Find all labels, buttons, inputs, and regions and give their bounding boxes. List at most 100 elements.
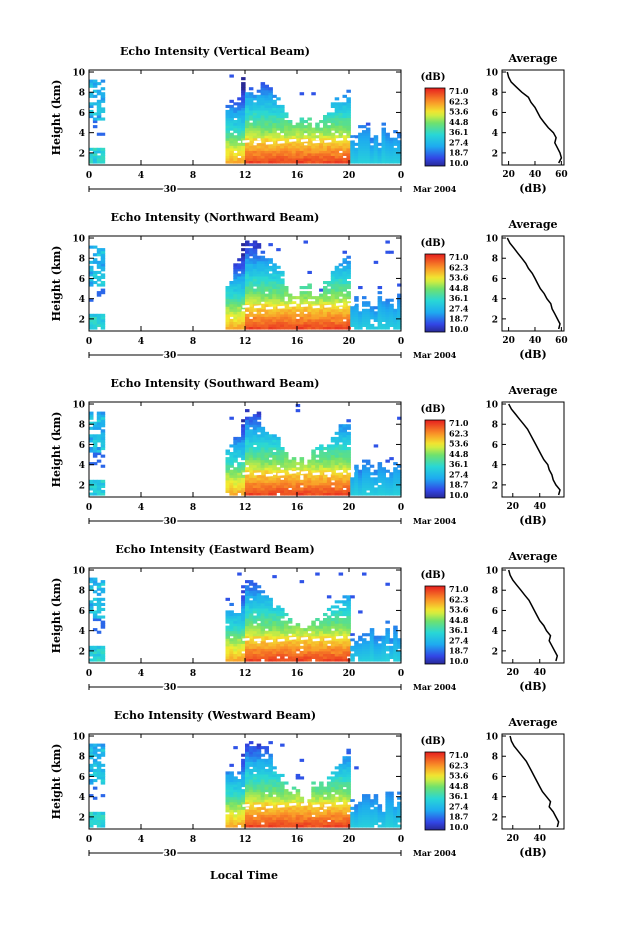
heatmap-cell [237, 615, 242, 619]
heatmap-cell [229, 323, 234, 327]
heatmap-cell [377, 150, 383, 154]
heatmap-cell [100, 431, 106, 435]
heatmap-cell [326, 311, 332, 315]
heatmap-cell [252, 107, 258, 111]
heatmap-cell [268, 794, 273, 798]
heatmap-cell [245, 786, 250, 790]
x-tick-label: 8 [190, 835, 196, 845]
heatmap-cell [276, 618, 281, 622]
heatmap-cell [377, 479, 383, 483]
heatmap-cell [233, 308, 238, 312]
heatmap-cell [268, 779, 273, 783]
heatmap-cell [241, 600, 246, 604]
heatmap-cell [276, 819, 281, 823]
heatmap-cell [280, 650, 285, 654]
heatmap-cell [369, 640, 375, 644]
heatmap-cell [264, 794, 269, 798]
heatmap-cell [280, 298, 285, 302]
heatmap-cell [245, 439, 250, 443]
heatmap-cell [276, 150, 281, 154]
heatmap-cell [272, 618, 277, 622]
heatmap-cell [323, 301, 328, 305]
heatmap-cell [89, 439, 94, 443]
heatmap-cell [373, 794, 379, 798]
heatmap-cell [389, 816, 394, 820]
heatmap-cell [326, 809, 332, 813]
heatmap-cell [342, 607, 347, 611]
heatmap-cell [268, 625, 273, 629]
heatmap-cell [373, 157, 379, 161]
heatmap-cell [381, 811, 386, 815]
heatmap-cell [362, 147, 367, 151]
heatmap-cell [237, 816, 242, 820]
colorbar-unit: (dB) [421, 570, 446, 581]
heatmap-cell [330, 477, 336, 481]
heatmap-cell [252, 746, 258, 750]
heatmap-cell [311, 811, 316, 815]
heatmap-cell [311, 467, 316, 471]
heatmap-cell [330, 821, 336, 825]
heatmap-cell [92, 811, 98, 815]
average-profile-line [506, 237, 561, 330]
heatmap-cell [264, 311, 269, 315]
heatmap-cell [373, 648, 379, 652]
heatmap-cell [291, 160, 297, 164]
heatmap-cell [307, 814, 312, 818]
heatmap-cell [248, 102, 254, 106]
heatmap-cell [245, 474, 250, 478]
heatmap-cell [393, 152, 398, 156]
heatmap-cell [256, 585, 262, 589]
heatmap-cell [233, 135, 238, 139]
heatmap-cell [256, 150, 262, 154]
heatmap-cell [264, 653, 269, 657]
heatmap-cell [291, 492, 297, 496]
heatmap-cell [287, 643, 293, 647]
heatmap-cell [326, 623, 332, 627]
heatmap-cell [96, 147, 102, 151]
heatmap-cell [323, 655, 328, 659]
heatmap-cell [280, 799, 285, 803]
heatmap-cell [284, 130, 289, 134]
heatmap-cell [326, 444, 332, 448]
heatmap-cell [252, 459, 258, 463]
heatmap-cell [229, 791, 234, 795]
heatmap-cell [245, 751, 250, 755]
heatmap-cell [334, 441, 340, 445]
heatmap-cell [100, 147, 106, 151]
heatmap-cell [229, 283, 234, 287]
heatmap-cell [287, 155, 293, 159]
heatmap-cell [92, 79, 98, 83]
heatmap-cell [96, 630, 102, 634]
heatmap-cell [377, 484, 383, 488]
heatmap-cell [284, 323, 289, 327]
heatmap-cell [280, 125, 285, 129]
heatmap-cell [264, 625, 269, 629]
heatmap-cell [307, 293, 312, 297]
heatmap-cell [397, 640, 402, 644]
heatmap-cell [237, 489, 242, 493]
heatmap-cell [272, 482, 277, 486]
heatmap-cell [237, 635, 242, 639]
heatmap-cell [233, 625, 238, 629]
bright-band-mark [265, 805, 274, 809]
heatmap-cell [315, 650, 320, 654]
heatmap-cell [237, 809, 242, 813]
heatmap-cell [264, 645, 269, 649]
heatmap-cell [291, 318, 297, 322]
heatmap-cell [291, 316, 297, 320]
heatmap-cell [225, 643, 230, 647]
heatmap-cell [248, 814, 254, 818]
heatmap-cell [237, 278, 242, 282]
heatmap-cell [264, 658, 269, 662]
y-tick-label: 4 [79, 295, 85, 305]
heatmap-cell [260, 766, 266, 770]
heatmap-cell [272, 115, 277, 119]
heatmap-cell [256, 786, 262, 790]
heatmap-cell [248, 751, 254, 755]
heatmap-cell [96, 748, 102, 752]
heatmap-cell [389, 645, 394, 649]
heatmap-cell [346, 263, 351, 267]
heatmap-cell [358, 132, 363, 136]
heatmap-cell [96, 484, 102, 488]
heatmap-cell [323, 145, 328, 149]
